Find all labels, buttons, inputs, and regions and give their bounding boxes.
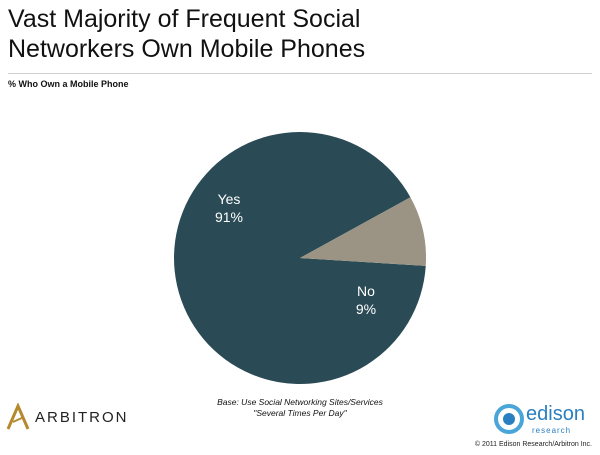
edison-logo: edison research — [492, 400, 597, 440]
chart-subtitle: % Who Own a Mobile Phone — [8, 79, 129, 89]
arbitron-wordmark: ARBITRON — [35, 408, 129, 426]
base-note-line-1: Base: Use Social Networking Sites/Servic… — [217, 397, 383, 407]
chart-title: Vast Majority of Frequent Social Network… — [8, 4, 568, 64]
slice-value-yes: 91% — [215, 209, 243, 225]
slice-label-no: No — [357, 283, 375, 299]
base-note-line-2: "Several Times Per Day" — [253, 408, 347, 418]
title-line-1: Vast Majority of Frequent Social — [8, 5, 361, 33]
title-line-2: Networkers Own Mobile Phones — [8, 35, 366, 63]
edison-wordmark: edison — [526, 403, 585, 425]
pie-slice-no — [300, 197, 426, 266]
pie-slice-yes — [174, 132, 426, 385]
slice-value-no: 9% — [356, 301, 376, 317]
arbitron-mark-icon — [6, 403, 30, 430]
edison-mark-icon — [494, 404, 524, 434]
edison-subtitle: research — [532, 426, 572, 435]
arbitron-logo: ARBITRON — [4, 402, 129, 432]
title-divider — [8, 73, 592, 74]
copyright-notice: © 2011 Edison Research/Arbitron Inc. — [474, 441, 592, 448]
base-note: Base: Use Social Networking Sites/Servic… — [205, 397, 395, 419]
slice-label-yes: Yes — [218, 191, 241, 207]
